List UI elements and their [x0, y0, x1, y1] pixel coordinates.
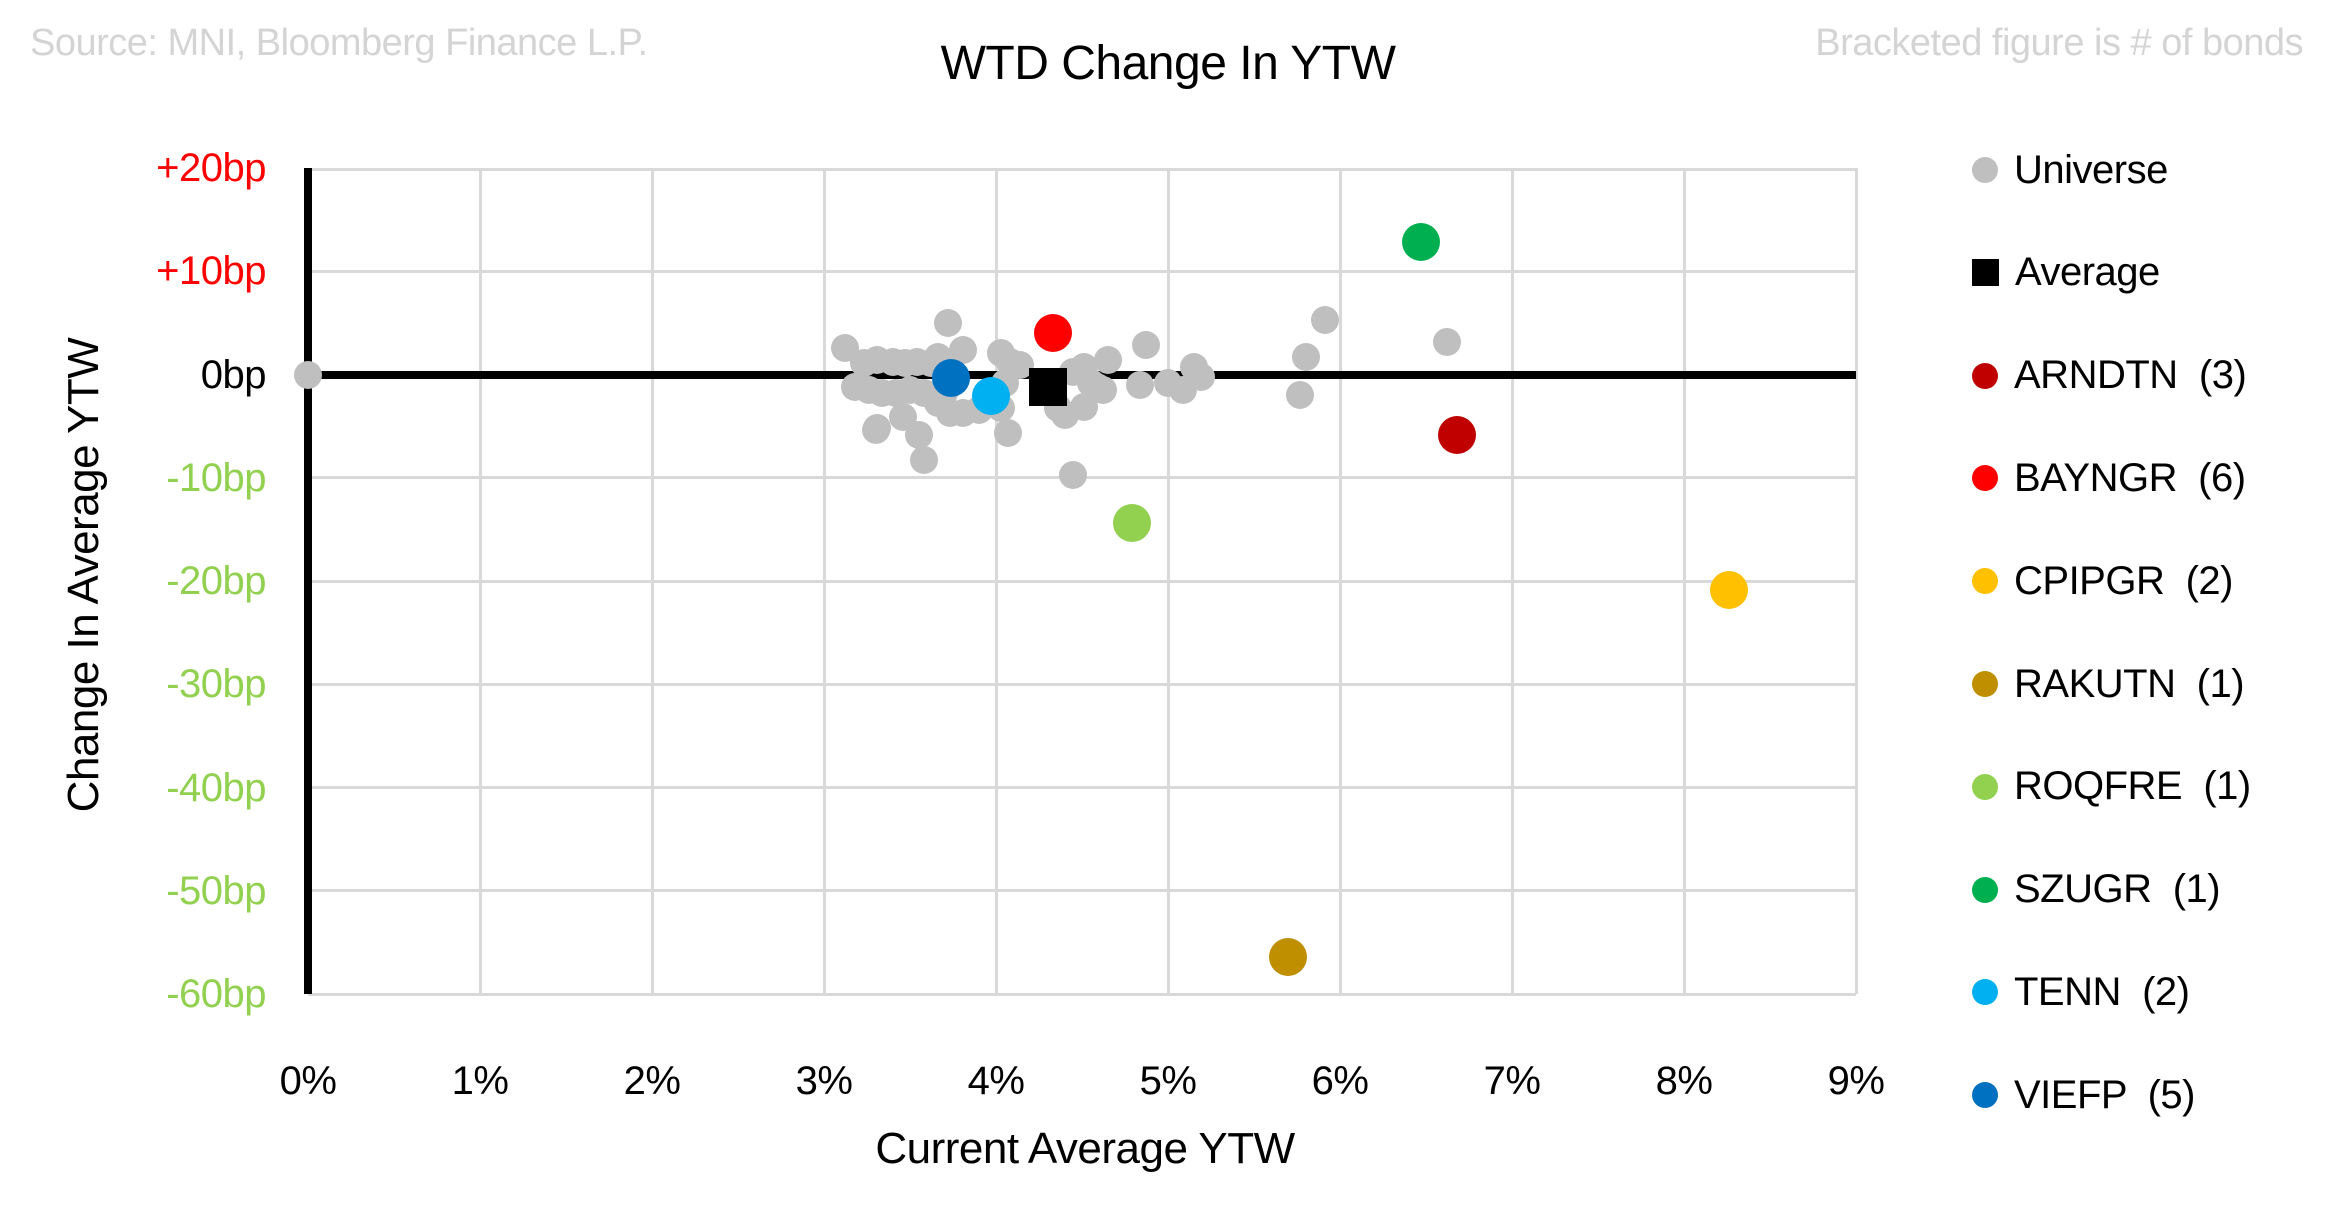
data-point-universe[interactable]	[1291, 342, 1320, 371]
x-tick-label: 8%	[1655, 1059, 1713, 1103]
data-point-arndtn[interactable]	[1437, 416, 1476, 455]
legend-item-viefp[interactable]: VIEFP (5)	[1972, 1044, 2322, 1146]
gridline-vertical	[1510, 168, 1514, 994]
circle-marker-icon	[1972, 568, 1998, 595]
data-point-universe[interactable]	[294, 360, 322, 389]
legend-item-universe[interactable]: Universe	[1972, 119, 2322, 221]
data-point-universe[interactable]	[861, 416, 890, 445]
data-point-average[interactable]	[1028, 367, 1067, 406]
data-point-universe[interactable]	[1093, 346, 1122, 375]
data-point-universe[interactable]	[1310, 305, 1339, 334]
gridline-vertical	[994, 168, 998, 994]
y-axis-line	[304, 168, 312, 994]
note-text: Bracketed figure is # of bonds	[1815, 22, 2303, 64]
gridline-horizontal	[308, 682, 1856, 686]
circle-marker-icon	[1972, 362, 1998, 389]
data-point-bayngr[interactable]	[1033, 314, 1072, 353]
x-tick-label: 6%	[1311, 1059, 1369, 1103]
y-tick-label: -20bp	[166, 559, 266, 603]
legend-label: ROQFRE (1)	[2014, 764, 2251, 809]
gridline-horizontal	[308, 992, 1856, 996]
legend-item-rakutn[interactable]: RAKUTN (1)	[1972, 633, 2322, 735]
legend-label: CPIPGR (2)	[2014, 558, 2233, 603]
circle-marker-icon	[1972, 465, 1998, 492]
data-point-universe[interactable]	[1186, 362, 1215, 391]
y-tick-label: -50bp	[166, 868, 266, 913]
y-tick-label: -40bp	[166, 765, 266, 810]
y-tick-label: +20bp	[156, 146, 266, 190]
legend-label: TENN (2)	[2014, 969, 2190, 1014]
y-tick-label: 0bp	[200, 352, 267, 397]
square-marker-icon	[1972, 259, 1999, 287]
gridline-vertical	[478, 168, 482, 994]
gridline-vertical	[1166, 168, 1170, 994]
source-text: Source: MNI, Bloomberg Finance L.P.	[30, 22, 648, 64]
data-point-roqfre[interactable]	[1112, 504, 1151, 543]
legend-label: Average	[2015, 250, 2160, 295]
y-tick-label: -60bp	[166, 972, 266, 1016]
legend-label: ARNDTN (3)	[2014, 353, 2247, 398]
data-point-universe[interactable]	[909, 446, 938, 475]
legend-item-szugr[interactable]: SZUGR (1)	[1972, 839, 2322, 941]
legend-item-tenn[interactable]: TENN (2)	[1972, 941, 2322, 1043]
data-point-tenn[interactable]	[971, 377, 1010, 416]
x-tick-label: 7%	[1483, 1059, 1541, 1103]
circle-marker-icon	[1972, 773, 1998, 800]
gridline-horizontal	[308, 889, 1856, 893]
gridline-horizontal	[308, 786, 1856, 789]
circle-marker-icon	[1972, 876, 1998, 903]
legend-label: VIEFP (5)	[2014, 1072, 2195, 1117]
data-point-universe[interactable]	[1069, 392, 1098, 421]
x-tick-label: 4%	[967, 1059, 1025, 1103]
data-point-rakutn[interactable]	[1269, 937, 1308, 976]
x-tick-label: 3%	[795, 1059, 853, 1103]
data-point-cpipgr[interactable]	[1709, 571, 1748, 610]
circle-marker-icon	[1972, 671, 1998, 697]
data-point-universe[interactable]	[904, 421, 933, 450]
data-point-universe[interactable]	[1131, 330, 1160, 359]
legend-item-arndtn[interactable]: ARNDTN (3)	[1972, 325, 2322, 427]
legend-item-average[interactable]: Average	[1972, 222, 2322, 324]
legend-item-roqfre[interactable]: ROQFRE (1)	[1972, 736, 2322, 838]
legend-label: SZUGR (1)	[2014, 867, 2221, 912]
chart-title: WTD Change In YTW	[940, 37, 1396, 90]
y-tick-label: +10bp	[156, 249, 266, 294]
data-point-universe[interactable]	[1432, 328, 1461, 357]
gridline-vertical	[1682, 168, 1686, 994]
gridline-horizontal	[308, 579, 1856, 583]
data-point-universe[interactable]	[1126, 370, 1155, 399]
legend-label: Universe	[2014, 147, 2168, 192]
x-tick-label: 2%	[623, 1059, 681, 1103]
x-tick-label: 1%	[451, 1059, 509, 1103]
data-point-universe[interactable]	[1286, 381, 1315, 410]
data-point-universe[interactable]	[933, 308, 962, 337]
x-tick-label: 9%	[1827, 1059, 1885, 1103]
x-axis-title: Current Average YTW	[875, 1124, 1295, 1173]
y-tick-label: -10bp	[166, 455, 266, 500]
gridline-horizontal	[308, 269, 1856, 273]
x-tick-label: 5%	[1139, 1059, 1197, 1103]
data-point-szugr[interactable]	[1401, 223, 1440, 262]
y-tick-label: -30bp	[166, 662, 266, 707]
circle-marker-icon	[1972, 1082, 1998, 1109]
legend-item-cpipgr[interactable]: CPIPGR (2)	[1972, 530, 2322, 632]
gridline-vertical	[650, 168, 654, 994]
gridline-vertical	[1338, 168, 1342, 994]
gridline-horizontal	[308, 168, 1856, 171]
x-tick-label: 0%	[279, 1059, 337, 1103]
circle-marker-icon	[1972, 157, 1998, 183]
circle-marker-icon	[1972, 979, 1998, 1006]
legend-label: RAKUTN (1)	[2014, 661, 2245, 706]
gridline-vertical	[822, 168, 826, 994]
data-point-universe[interactable]	[994, 419, 1023, 448]
data-point-universe[interactable]	[1059, 460, 1088, 489]
legend-label: BAYNGR (6)	[2014, 455, 2246, 500]
gridline-vertical	[1854, 168, 1858, 994]
data-point-viefp[interactable]	[932, 358, 971, 397]
legend-item-bayngr[interactable]: BAYNGR (6)	[1972, 427, 2322, 529]
plot-area	[294, 168, 1858, 996]
